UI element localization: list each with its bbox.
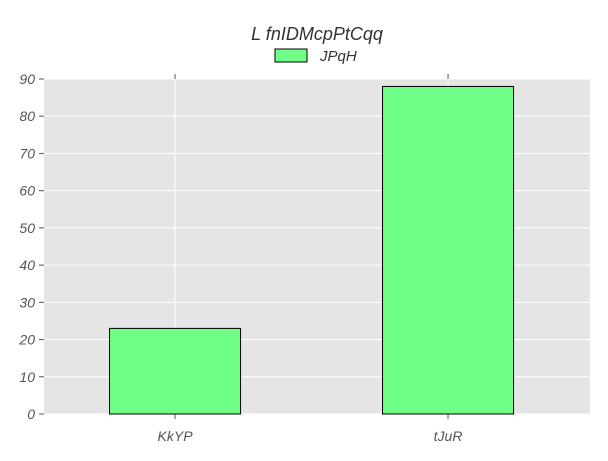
- y-tick-label: 30: [19, 294, 35, 310]
- legend-label: JPqH: [319, 48, 357, 65]
- x-axis: KkYP tJuR: [158, 74, 463, 444]
- y-tick-label: 90: [19, 71, 35, 87]
- y-tick-label: 20: [18, 332, 35, 348]
- y-tick-label: 40: [19, 257, 35, 273]
- y-tick-label: 60: [19, 183, 35, 199]
- y-tick-label: 10: [19, 369, 35, 385]
- legend: JPqH: [274, 48, 357, 65]
- bar-tjur: [382, 85, 515, 415]
- x-tick-label: KkYP: [158, 428, 194, 444]
- y-axis: 0 10 20 30 40 50 60 70 80 90: [18, 71, 44, 422]
- legend-swatch: [274, 48, 308, 63]
- y-tick-label: 0: [27, 406, 35, 422]
- bar-kkyp: [109, 327, 242, 415]
- y-tick-label: 80: [19, 108, 35, 124]
- bars: [109, 85, 515, 415]
- chart-title: L fnIDMcpPtCqq: [251, 24, 383, 44]
- x-tick-label: tJuR: [434, 428, 463, 444]
- y-tick-label: 50: [19, 220, 35, 236]
- y-tick-label: 70: [19, 145, 35, 161]
